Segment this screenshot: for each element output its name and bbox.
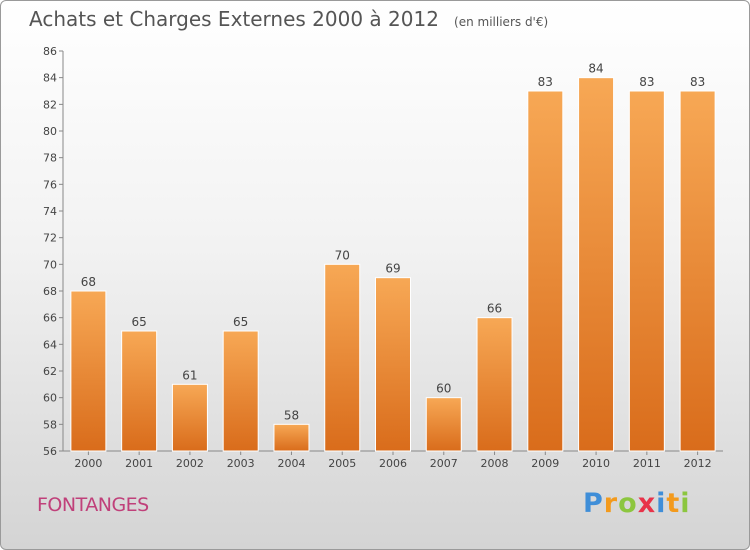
value-label: 83: [639, 75, 654, 89]
bar: [121, 330, 158, 452]
bar: [679, 90, 716, 452]
value-label: 65: [233, 315, 248, 329]
x-tick-label: 2007: [430, 457, 458, 470]
y-tick-label: 64: [43, 338, 57, 351]
bar: [222, 330, 259, 452]
commune-name: FONTANGES: [37, 494, 149, 516]
bar: [476, 317, 513, 452]
bar: [324, 263, 361, 452]
x-tick-label: 2010: [582, 457, 610, 470]
brand-letter: i: [656, 488, 667, 519]
y-tick-label: 66: [43, 312, 57, 325]
value-label: 60: [436, 382, 451, 396]
brand-letter: o: [618, 488, 638, 519]
value-labels: 68 65 61 65 58 70 69 60 66 83 84 83 83: [81, 62, 706, 423]
brand-letter: t: [666, 488, 681, 519]
y-tick-label: 82: [43, 98, 57, 111]
value-label: 83: [690, 75, 705, 89]
y-tick-label: 80: [43, 125, 57, 138]
x-tick-label: 2005: [328, 457, 356, 470]
x-tick-label: 2009: [531, 457, 559, 470]
x-tick-label: 2000: [74, 457, 102, 470]
y-tick-label: 56: [43, 445, 57, 458]
axes: 56 58 60 62 64 66 68 70 72 74 76 78 80 82 84 86 2000 2001…: [43, 45, 723, 470]
y-tick-label: 58: [43, 418, 57, 431]
x-tick-label: 2001: [125, 457, 153, 470]
value-label: 65: [132, 315, 147, 329]
value-label: 61: [182, 368, 197, 382]
chart-title-block: Achats et Charges Externes 2000 à 2012 (…: [29, 7, 548, 31]
y-tick-label: 60: [43, 392, 57, 405]
brand-letter: P: [583, 488, 604, 519]
bar: [628, 90, 665, 452]
bar: [273, 423, 310, 452]
x-tick-label: 2004: [277, 457, 305, 470]
x-tick-label: 2011: [633, 457, 661, 470]
brand-letter: x: [637, 488, 657, 519]
value-label: 70: [335, 248, 350, 262]
bar: [375, 277, 411, 452]
x-tick-label: 2002: [176, 457, 204, 470]
bars: [70, 77, 716, 452]
value-label: 66: [487, 302, 502, 316]
y-tick-label: 78: [43, 152, 57, 165]
value-label: 84: [588, 62, 603, 76]
y-tick-label: 70: [43, 258, 57, 271]
bar: [527, 90, 564, 452]
brand-logo: Proxiti: [583, 488, 691, 519]
value-label: 83: [538, 75, 553, 89]
value-label: 58: [284, 408, 299, 422]
x-tick-label: 2006: [379, 457, 407, 470]
x-tick-label: 2008: [481, 457, 509, 470]
y-tick-label: 62: [43, 365, 57, 378]
y-tick-label: 74: [43, 205, 57, 218]
chart-unit: (en milliers d'€): [454, 15, 549, 29]
value-label: 69: [385, 262, 400, 276]
y-tick-label: 86: [43, 45, 57, 58]
bar: [578, 77, 615, 452]
y-tick-label: 84: [43, 72, 57, 85]
x-tick-label: 2003: [227, 457, 255, 470]
bar: [171, 383, 208, 452]
x-tick-label: 2012: [684, 457, 712, 470]
y-tick-label: 68: [43, 285, 57, 298]
y-tick-label: 76: [43, 178, 57, 191]
brand-letter: i: [680, 488, 691, 519]
bar: [425, 397, 462, 452]
y-tick-label: 72: [43, 232, 57, 245]
value-label: 68: [81, 275, 96, 289]
bar: [70, 290, 107, 452]
brand-letter: r: [603, 488, 619, 519]
chart-title: Achats et Charges Externes 2000 à 2012: [29, 7, 439, 31]
